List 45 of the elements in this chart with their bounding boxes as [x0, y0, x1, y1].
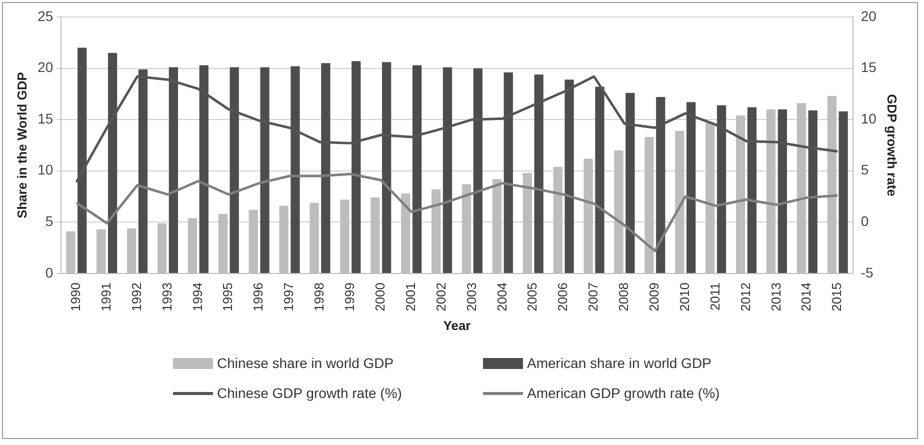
y2-tick-label: -5	[860, 264, 874, 280]
x-tick-label: 2006	[555, 282, 570, 312]
x-tick-label: 1998	[312, 282, 327, 312]
y2-tick-label: 5	[860, 162, 869, 178]
x-tick-label: 2000	[372, 282, 388, 312]
legend-label: Chinese GDP growth rate (%)	[217, 385, 402, 401]
x-tick-label: 1992	[128, 282, 144, 312]
y-tick-label: 5	[45, 213, 54, 230]
legend-label: Chinese share in world GDP	[217, 355, 394, 371]
x-tick-label: 2010	[676, 282, 692, 312]
x-tick-label: 2008	[616, 282, 632, 312]
y-tick-label: 15	[38, 110, 54, 126]
x-tick-label: 1990	[68, 282, 83, 312]
x-tick-label: 2001	[402, 282, 418, 312]
y-tick-label: 0	[45, 264, 54, 280]
x-tick-label: 1995	[220, 282, 236, 312]
x-tick-label: 2015	[829, 282, 844, 312]
y2-tick-label: 15	[860, 59, 877, 76]
x-tick-label: 2012	[738, 282, 753, 312]
x-tick-label: 2011	[707, 282, 722, 310]
x-tick-label: 1999	[342, 282, 358, 312]
x-tick-label: 1993	[159, 282, 174, 312]
legend-label: American share in world GDP	[527, 355, 712, 371]
y2-tick-label: 10	[860, 110, 877, 126]
legend-label: American GDP growth rate (%)	[527, 385, 720, 401]
x-tick-label: 2013	[768, 282, 784, 312]
x-tick-label: 2003	[464, 282, 479, 312]
y2-tick-label: 20	[860, 8, 877, 24]
x-tick-label: 1991	[98, 282, 114, 312]
x-tick-label: 2009	[646, 282, 662, 312]
y-axis-title: Share in the World GDP	[14, 72, 30, 218]
x-tick-label: 2002	[433, 282, 448, 312]
y-tick-label: 10	[38, 162, 54, 178]
x-tick-label: 1994	[190, 282, 205, 312]
y2-axis-title: GDP growth rate	[884, 94, 900, 196]
x-tick-label: 1996	[250, 282, 266, 312]
x-tick-label: 1997	[281, 282, 296, 312]
x-axis-title: Year	[443, 318, 471, 333]
y-tick-label: 25	[38, 8, 54, 24]
y2-tick-label: 0	[860, 213, 869, 230]
y-tick-label: 20	[38, 59, 54, 76]
x-tick-label: 2004	[494, 282, 510, 312]
x-tick-label: 2014	[798, 282, 814, 312]
x-tick-label: 2007	[586, 282, 601, 312]
x-tick-label: 2005	[524, 282, 540, 312]
